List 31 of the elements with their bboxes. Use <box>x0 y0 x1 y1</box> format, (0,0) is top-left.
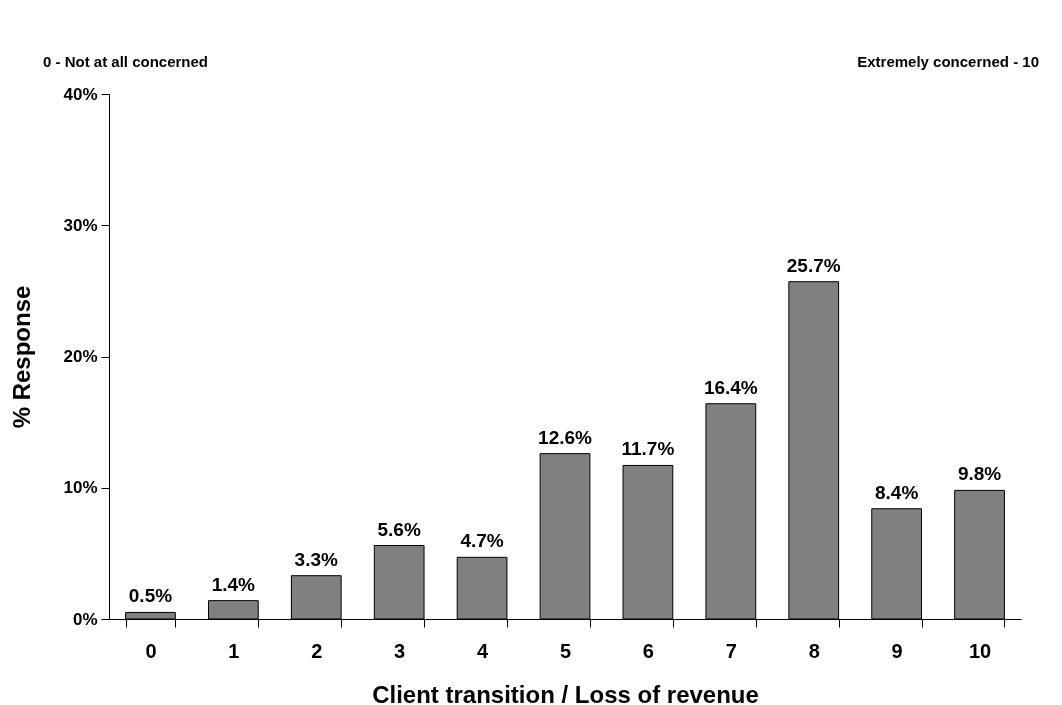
x-tick-label: 5 <box>559 639 572 662</box>
x-tick-label: 9 <box>891 639 903 662</box>
data-label: 5.6% <box>377 518 421 540</box>
data-label: 1.4% <box>211 573 256 595</box>
data-label: 11.7% <box>621 438 675 460</box>
y-tick-label: 0% <box>72 609 98 629</box>
data-label: 0.5% <box>128 585 173 607</box>
x-tick-label: 3 <box>394 639 406 662</box>
y-tick-label: 20% <box>63 347 98 366</box>
text: Extremely concerned - 10 <box>857 53 1039 70</box>
data-label: 4.7% <box>460 530 504 552</box>
x-tick-label: 8 <box>808 639 820 662</box>
x-axis-title: Client transition / Loss of revenue <box>372 680 759 705</box>
data-label: 8.4% <box>874 481 919 503</box>
x-tick-label: 1 <box>228 639 240 662</box>
data-label: 9.8% <box>957 463 1002 485</box>
data-label: 25.7% <box>786 254 841 276</box>
y-tick-label: 10% <box>63 478 98 498</box>
data-label: 12.6% <box>538 426 593 448</box>
y-tick-label: 40% <box>63 84 98 104</box>
y-axis-title: % Response <box>8 285 36 429</box>
data-label: 16.4% <box>703 376 758 398</box>
text: 0 - Not at all concerned <box>43 53 209 70</box>
data-label: 3.3% <box>294 548 339 570</box>
x-tick-label: 0 <box>145 639 157 662</box>
x-tick-label: 2 <box>311 639 323 662</box>
x-tick-label: 4 <box>477 639 490 662</box>
y-tick-label: 30% <box>63 215 98 235</box>
x-tick-label: 7 <box>725 639 737 662</box>
x-tick-label: 10 <box>968 639 992 662</box>
x-tick-label: 6 <box>642 639 654 662</box>
